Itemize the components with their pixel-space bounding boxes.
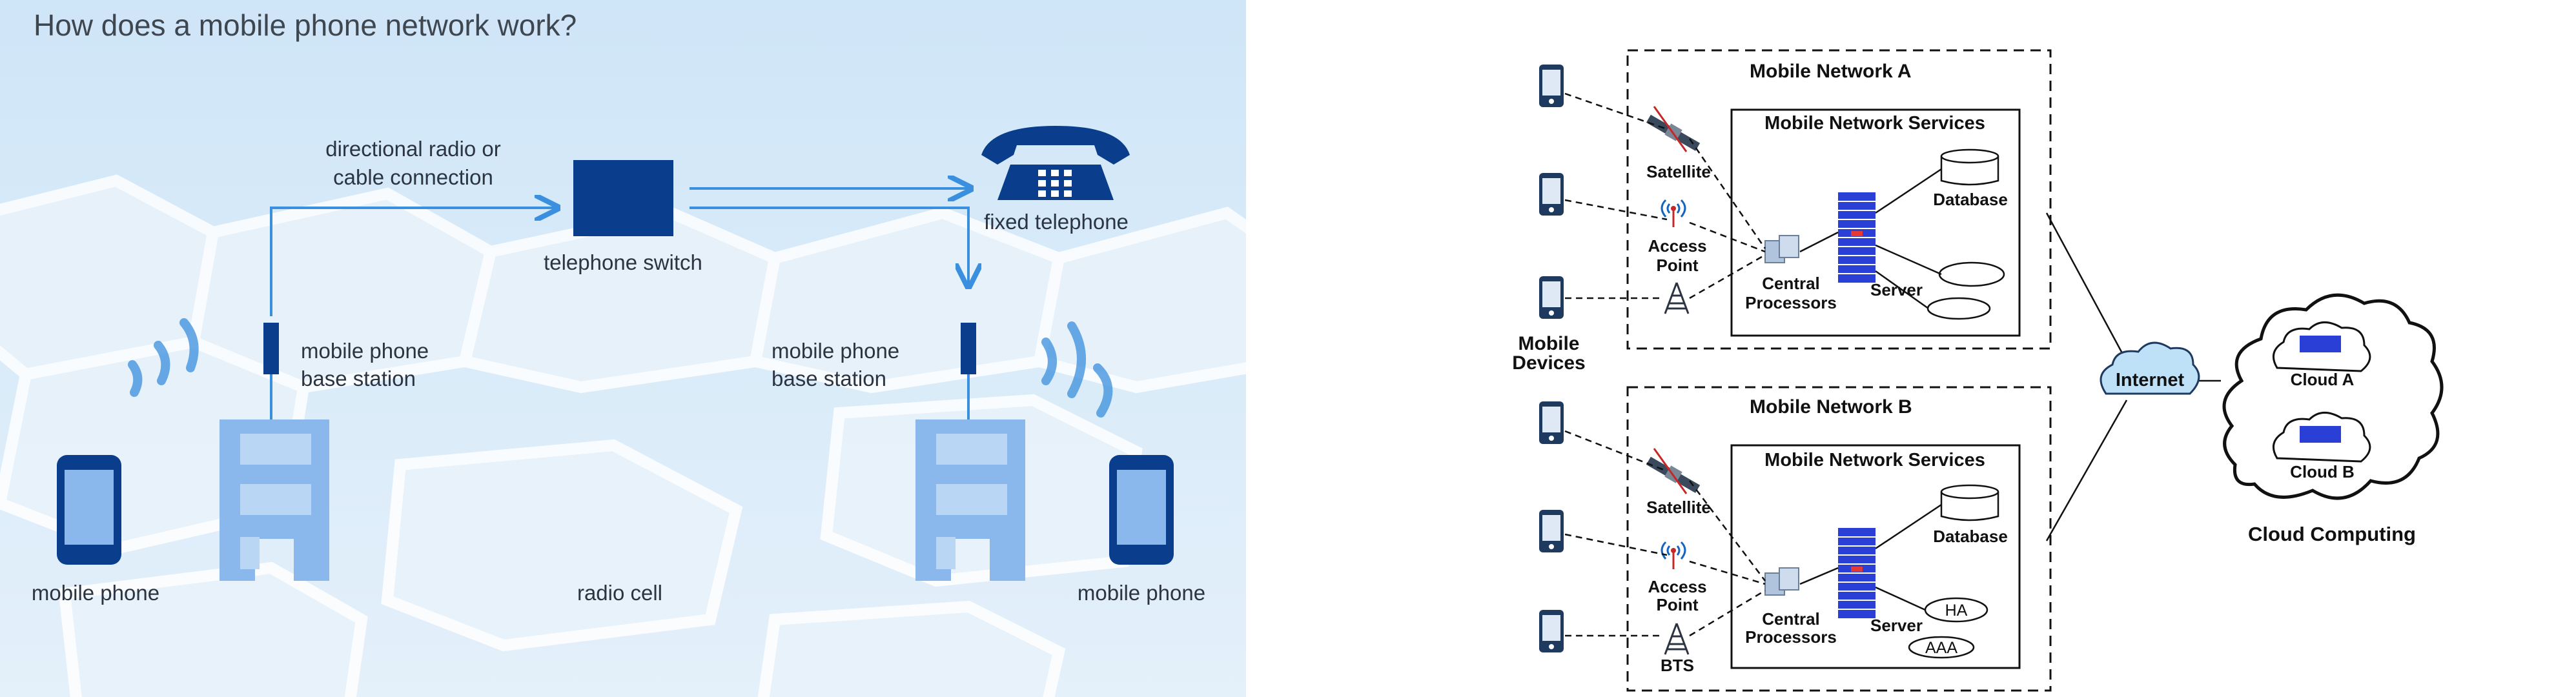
network-a-database-label: Database: [1933, 190, 2008, 209]
mobile-phone-right-label: mobile phone: [1078, 581, 1205, 605]
network-b-access-label-2: Point: [1657, 595, 1699, 614]
network-a-tower-icon: [1664, 281, 1690, 315]
network-a-title: Mobile Network A: [1750, 61, 1912, 82]
mobile-network-cloud-diagram: Mobile Network A Mobile Network Services…: [1512, 49, 2444, 692]
left-radio-waves-icon: [128, 318, 199, 397]
network-a-server-icon: [1837, 192, 1876, 283]
mobile-devices-label-1: Mobile: [1518, 333, 1580, 354]
left-antenna-icon: [263, 323, 279, 374]
network-b-aaa-label: AAA: [1925, 639, 1958, 657]
dashed-device-links: [1564, 92, 1766, 637]
network-a-service-ellipse-2: [1927, 297, 1991, 320]
mobile-device-2-icon: [1539, 173, 1564, 216]
network-b-central-label-2: Processors: [1745, 627, 1837, 647]
network-b-title: Mobile Network B: [1750, 396, 1912, 418]
network-a-satellite-icon: [1645, 105, 1701, 153]
telephone-switch-box: [573, 160, 673, 236]
right-antenna-icon: [961, 323, 976, 374]
mobile-device-1-icon: [1539, 65, 1564, 107]
internet-cloud-icon: [2100, 341, 2200, 395]
network-a-central-label-1: Central: [1762, 274, 1820, 293]
right-radio-waves-icon: [1041, 321, 1113, 418]
mobile-network-cloud-panel: Mobile Network A Mobile Network Services…: [1331, 0, 2576, 697]
network-a-service-ellipse-1: [1938, 261, 2005, 287]
network-b-tower-icon: [1664, 622, 1690, 656]
left-base-station: [220, 323, 329, 581]
network-b-access-point-icon: [1661, 541, 1686, 571]
network-a-server-links: [1799, 168, 1942, 310]
mobile-network-illustration: How does a mobile phone network work? te…: [0, 0, 1246, 697]
mobile-network-b: Mobile Network B Mobile Network Services…: [1626, 386, 2052, 692]
network-a-access-label-2: Point: [1657, 256, 1699, 275]
network-a-central-label-2: Processors: [1745, 293, 1837, 312]
cloud-a-icon: [2272, 321, 2371, 372]
right-base-station: [915, 323, 1025, 581]
fixed-telephone-icon: [981, 126, 1130, 200]
network-b-services-title: Mobile Network Services: [1764, 450, 1985, 470]
mobile-device-3-icon: [1539, 276, 1564, 319]
network-b-server-label: Server: [1870, 616, 1923, 635]
network-a-satellite-label: Satellite: [1646, 162, 1711, 181]
network-b-server-icon: [1837, 527, 1876, 619]
network-b-access-label-1: Access: [1648, 577, 1706, 596]
network-a-services-title: Mobile Network Services: [1764, 113, 1985, 134]
connection-lines: [270, 188, 968, 419]
mobile-devices-label-2: Devices: [1512, 352, 1585, 374]
base-station-right-line2: base station: [772, 367, 886, 390]
network-b-database-icon: [1940, 484, 1999, 521]
cloud-a-label: Cloud A: [2291, 370, 2355, 389]
left-building-icon: [220, 419, 329, 581]
network-b-satellite-label: Satellite: [1646, 498, 1711, 517]
mobile-device-6-icon: [1539, 610, 1564, 652]
telephone-switch-label: telephone switch: [544, 250, 702, 274]
base-station-left-line1: mobile phone: [301, 339, 429, 363]
network-a-access-point-icon: [1661, 199, 1686, 228]
base-station-right-line1: mobile phone: [772, 339, 899, 363]
right-building-icon: [915, 419, 1025, 581]
network-b-satellite-icon: [1645, 447, 1701, 495]
network-a-server-label: Server: [1870, 280, 1923, 299]
mobile-network-how-it-works-panel: How does a mobile phone network work? te…: [0, 0, 1246, 697]
fixed-telephone-label: fixed telephone: [984, 210, 1129, 234]
network-a-database-icon: [1940, 148, 1999, 186]
mobile-device-4-icon: [1539, 401, 1564, 444]
mobile-network-a: Mobile Network A Mobile Network Services…: [1626, 49, 2052, 350]
network-a-access-label-1: Access: [1648, 236, 1706, 256]
mobile-phone-left-label: mobile phone: [32, 581, 159, 605]
cloud-b-icon: [2272, 412, 2371, 463]
network-b-ha-label: HA: [1945, 601, 1968, 620]
mobile-phone-right-icon: [1109, 455, 1174, 565]
network-b-aaa-ellipse: [1908, 636, 1975, 659]
network-b-central-label-1: Central: [1762, 609, 1820, 629]
cloud-b-label: Cloud B: [2290, 462, 2355, 481]
radio-cell-label: radio cell: [577, 581, 662, 605]
directional-radio-label: directional radio or: [325, 137, 500, 161]
network-b-bts-label: BTS: [1661, 656, 1694, 675]
cloud-computing-label: Cloud Computing: [2248, 523, 2416, 545]
cable-connection-label: cable connection: [333, 165, 493, 189]
internet-label: Internet: [2116, 370, 2185, 390]
network-a-boundary: [1626, 49, 2052, 350]
base-station-left-line2: base station: [301, 367, 416, 390]
network-b-server-links: [1799, 503, 1942, 611]
network-b-database-label: Database: [1933, 527, 2008, 546]
mobile-phone-left-icon: [57, 455, 121, 565]
network-b-boundary: [1626, 386, 2052, 692]
mobile-device-5-icon: [1539, 510, 1564, 552]
page-title: How does a mobile phone network work?: [34, 8, 577, 42]
